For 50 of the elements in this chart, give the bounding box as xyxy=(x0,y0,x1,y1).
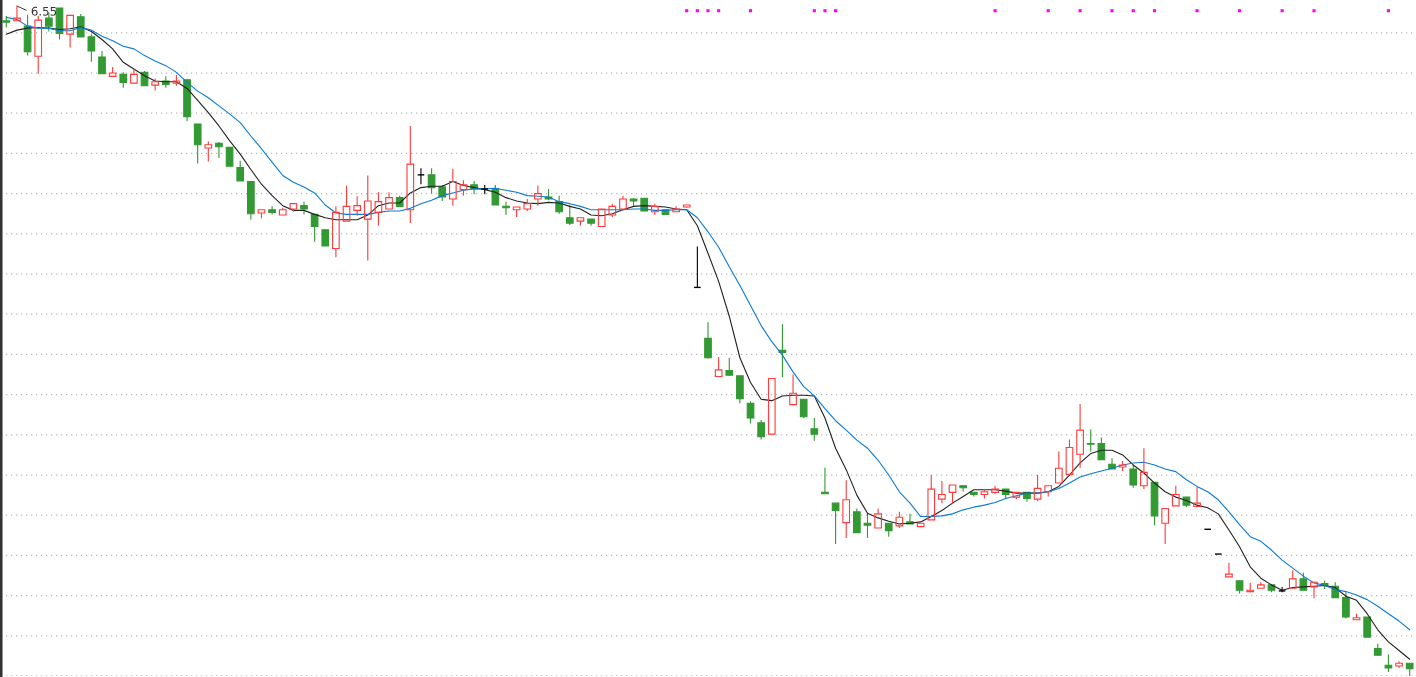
candlestick xyxy=(491,184,500,206)
candlestick xyxy=(1225,562,1233,578)
candlestick xyxy=(363,174,372,262)
candlestick xyxy=(1086,428,1095,453)
candlestick xyxy=(704,321,712,359)
candlestick xyxy=(193,123,202,165)
candlestick xyxy=(534,185,542,207)
candlestick xyxy=(236,160,245,182)
candlestick xyxy=(66,14,74,49)
candlestick xyxy=(1363,616,1372,638)
candlestick xyxy=(597,208,606,228)
candlestick xyxy=(863,511,872,539)
candlestick xyxy=(225,146,234,167)
candlestick xyxy=(916,522,925,528)
candlestick xyxy=(810,417,819,442)
candlestick xyxy=(852,507,861,534)
candlestick xyxy=(98,50,106,75)
candlestick xyxy=(1278,586,1287,593)
candlestick xyxy=(332,205,340,258)
candlestick xyxy=(1097,436,1106,461)
candlestick xyxy=(565,204,574,226)
candlestick xyxy=(1076,403,1084,469)
candlestick xyxy=(1342,591,1350,619)
candlestick xyxy=(767,377,776,435)
candlestick xyxy=(1395,660,1403,669)
candlestick xyxy=(746,400,755,424)
candlestick xyxy=(938,480,946,504)
candlestick xyxy=(310,213,319,243)
candlestick xyxy=(736,375,744,404)
candlestick xyxy=(799,398,808,419)
candlestick xyxy=(874,507,882,529)
annotation: 6.55 xyxy=(31,6,57,16)
candlestick xyxy=(13,5,21,22)
candlestick xyxy=(76,13,85,38)
candlestick xyxy=(1129,464,1138,489)
candlestick xyxy=(1161,507,1170,545)
candlestick xyxy=(831,502,840,545)
candlestick xyxy=(725,357,734,377)
candlestick xyxy=(991,485,999,493)
candlestick xyxy=(416,167,425,185)
candlestick xyxy=(1310,581,1318,599)
candlestick xyxy=(87,33,96,63)
candlestick xyxy=(672,205,680,213)
candlestick xyxy=(1140,447,1148,490)
candlestick xyxy=(757,419,766,441)
candlestick xyxy=(427,167,436,195)
candlestick xyxy=(342,185,351,222)
candlestick xyxy=(385,191,393,210)
candlestick xyxy=(130,68,138,84)
candlestick xyxy=(215,141,223,159)
